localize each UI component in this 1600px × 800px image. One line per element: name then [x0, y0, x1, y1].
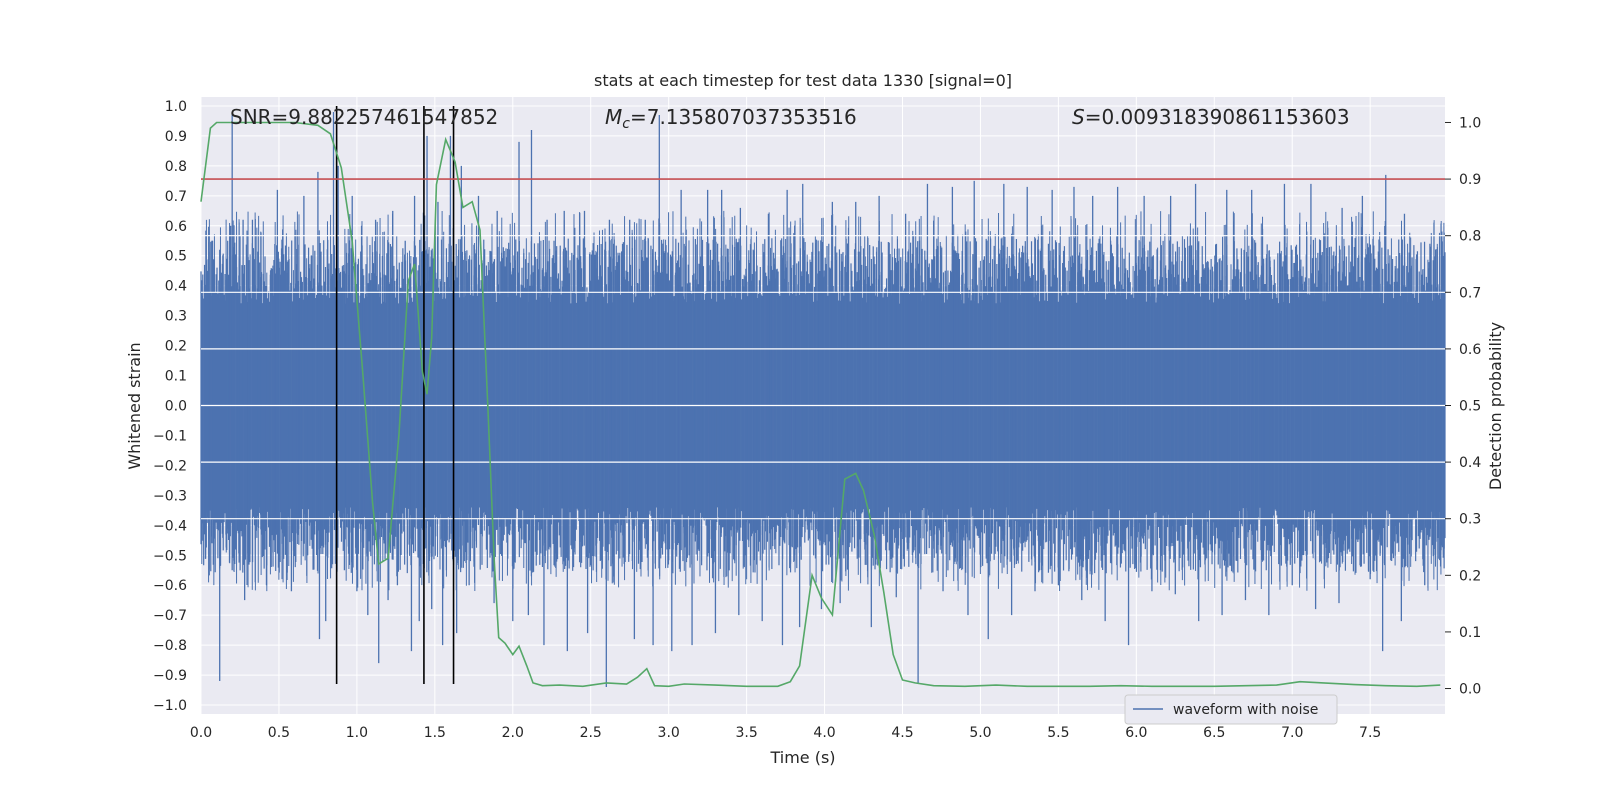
y-tick-label: −0.2 — [153, 458, 187, 474]
chirp-mass-annotation: Mc=7.135807037353516 — [605, 105, 857, 132]
y2-tick-label: 0.6 — [1459, 342, 1481, 358]
x-tick-label: 5.5 — [1047, 725, 1069, 741]
x-axis-ticks: 0.0 0.5 1.0 1.5 2.0 2.5 3.0 3.5 4.0 4.5 5.0 5.5 6.0 6… — [190, 725, 1381, 741]
y-tick-label: 0.2 — [165, 339, 187, 355]
x-tick-label: 4.0 — [813, 725, 835, 741]
y2-tick-label: 0.4 — [1459, 455, 1481, 471]
y2-tick-label: 0.7 — [1459, 285, 1481, 301]
event-markers — [335, 105, 455, 685]
y-tick-label: 0.4 — [165, 279, 187, 295]
y-tick-label: −0.6 — [153, 578, 187, 594]
y2-tick-label: 1.0 — [1459, 115, 1481, 131]
x-tick-label: 0.5 — [268, 725, 290, 741]
y2-tick-label: 0.1 — [1459, 625, 1481, 641]
y-axis-label: Whitened strain — [125, 342, 144, 469]
x-tick-label: 1.5 — [424, 725, 446, 741]
y-tick-label: 0.7 — [165, 189, 187, 205]
y2-axis-label: Detection probability — [1486, 322, 1505, 490]
x-tick-label: 3.0 — [658, 725, 680, 741]
x-axis-label: Time (s) — [769, 748, 835, 767]
x-tick-label: 2.0 — [502, 725, 524, 741]
y-tick-label: −0.5 — [153, 548, 187, 564]
y-tick-label: 0.3 — [165, 309, 187, 325]
y-tick-label: −0.3 — [153, 488, 187, 504]
x-tick-label: 7.0 — [1281, 725, 1303, 741]
y-tick-label: −0.7 — [153, 608, 187, 624]
y-tick-label: 0.6 — [165, 219, 187, 235]
y-tick-label: 0.0 — [165, 399, 187, 415]
x-tick-label: 0.0 — [190, 725, 212, 741]
y-tick-label: −0.4 — [153, 518, 187, 534]
x-tick-label: 5.0 — [969, 725, 991, 741]
y2-axis-ticks: 1.0 0.9 0.8 0.7 0.6 0.5 0.4 0.3 0.2 0.1 0.0 — [1445, 115, 1481, 698]
y2-tick-label: 0.5 — [1459, 399, 1481, 415]
waveform-series — [200, 111, 1446, 688]
snr-annotation: SNR=9.882257461547852 — [230, 105, 498, 129]
detection-probability-line — [200, 121, 1441, 688]
s-annotation: S=0.009318390861153603 — [1072, 105, 1350, 129]
y-tick-label: −0.8 — [153, 638, 187, 654]
y-tick-label: 0.8 — [165, 159, 187, 175]
y-tick-label: 0.9 — [165, 129, 187, 145]
y2-tick-label: 0.0 — [1459, 682, 1481, 698]
y-tick-label: −1.0 — [153, 698, 187, 714]
y-tick-label: 0.1 — [165, 369, 187, 385]
y2-tick-label: 0.8 — [1459, 229, 1481, 245]
legend: waveform with noise — [1124, 694, 1338, 725]
y2-tick-label: 0.9 — [1459, 172, 1481, 188]
y2-tick-label: 0.3 — [1459, 512, 1481, 528]
y-tick-label: −0.1 — [153, 428, 187, 444]
y-tick-label: 1.0 — [165, 99, 187, 115]
x-tick-label: 2.5 — [580, 725, 602, 741]
y-tick-label: −0.9 — [153, 668, 187, 684]
chart-title: stats at each timestep for test data 133… — [594, 71, 1012, 90]
x-tick-label: 4.5 — [891, 725, 913, 741]
x-tick-label: 6.0 — [1125, 725, 1147, 741]
x-tick-label: 7.5 — [1359, 725, 1381, 741]
x-tick-label: 3.5 — [735, 725, 757, 741]
y2-tick-label: 0.2 — [1459, 568, 1481, 584]
x-tick-label: 1.0 — [346, 725, 368, 741]
legend-label: waveform with noise — [1173, 702, 1318, 718]
x-tick-label: 6.5 — [1203, 725, 1225, 741]
y-axis-ticks: 1.0 0.9 0.8 0.7 0.6 0.5 0.4 0.3 0.2 0.1 0.0 −0.1 −0.… — [153, 99, 187, 714]
y-tick-label: 0.5 — [165, 249, 187, 265]
